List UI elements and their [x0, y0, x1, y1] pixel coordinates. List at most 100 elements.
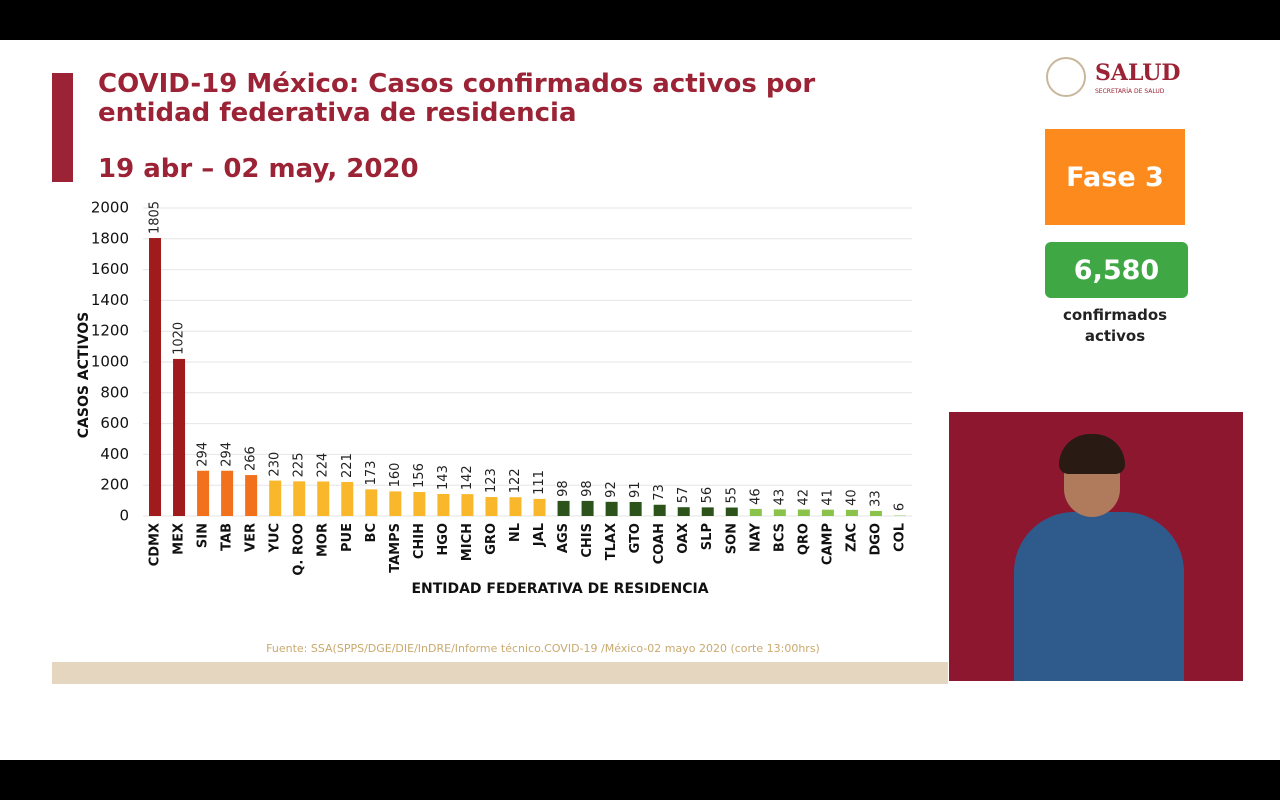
value-label: 6 [892, 503, 907, 511]
value-label: 1805 [148, 201, 163, 234]
x-axis-label: ENTIDAD FEDERATIVA DE RESIDENCIA [411, 581, 708, 597]
bar [533, 498, 546, 516]
value-label: 73 [652, 484, 667, 501]
x-tick-label: DGO [868, 523, 883, 556]
bar [341, 481, 354, 516]
x-tick-label: ZAC [844, 523, 859, 552]
value-label: 41 [820, 489, 835, 506]
x-tick-label: MICH [460, 523, 475, 561]
x-tick-label: TAB [220, 523, 235, 551]
total-label: confirmados activos [1062, 306, 1168, 345]
value-label: 92 [604, 481, 619, 498]
accent-bar [52, 73, 73, 182]
x-tick-label: SON [724, 523, 739, 554]
x-tick-label: GTO [628, 523, 643, 553]
value-label: 111 [532, 470, 547, 495]
value-label: 156 [412, 463, 427, 488]
y-tick-label: 1600 [91, 260, 129, 278]
value-label: 294 [196, 442, 211, 467]
y-tick-label: 600 [100, 414, 129, 432]
bar [677, 507, 690, 516]
phase-box: Fase 3 [1045, 129, 1185, 225]
total-box: 6,580 [1045, 242, 1188, 298]
value-label: 46 [748, 488, 763, 505]
y-tick-label: 200 [100, 476, 129, 494]
x-tick-label: GRO [484, 523, 499, 555]
x-tick-label: COL [892, 523, 907, 552]
logo-subtitle: SECRETARÍA DE SALUD [1095, 88, 1165, 95]
value-label: 224 [316, 453, 331, 478]
bar [773, 509, 786, 516]
bar [149, 238, 162, 516]
value-label: 160 [388, 463, 403, 488]
logo-name: SALUD [1095, 60, 1181, 86]
x-tick-label: YUC [268, 523, 283, 554]
bar [701, 507, 714, 516]
value-label: 173 [364, 461, 379, 486]
bar [413, 491, 426, 516]
value-label: 266 [244, 446, 259, 471]
x-tick-label: MEX [172, 523, 187, 555]
x-tick-label: SLP [700, 523, 715, 550]
chart-subtitle: 19 abr – 02 may, 2020 [98, 154, 419, 184]
y-tick-label: 1200 [91, 322, 129, 340]
x-tick-label: SIN [196, 523, 211, 548]
y-tick-label: 2000 [91, 199, 129, 217]
y-tick-label: 1800 [91, 229, 129, 247]
bar [653, 504, 666, 516]
x-tick-label: CAMP [820, 523, 835, 565]
value-label: 123 [484, 468, 499, 493]
x-tick-label: BCS [772, 523, 787, 552]
x-tick-label: CHIS [580, 523, 595, 558]
bar [293, 481, 306, 516]
bar [629, 501, 642, 516]
x-tick-label: COAH [652, 523, 667, 564]
value-label: 57 [676, 487, 691, 504]
value-label: 42 [796, 489, 811, 506]
bar [317, 481, 330, 516]
bar [749, 508, 762, 516]
x-tick-label: PUE [340, 523, 355, 552]
x-tick-label: TAMPS [388, 523, 403, 573]
logo-emblem [1046, 57, 1086, 97]
bar [197, 470, 210, 516]
interpreter-body [1014, 512, 1184, 681]
x-tick-label: OAX [676, 523, 691, 554]
value-label: 1020 [172, 322, 187, 355]
x-tick-label: QRO [796, 523, 811, 555]
value-label: 40 [844, 489, 859, 506]
x-tick-label: HGO [436, 523, 451, 556]
bar [221, 470, 234, 516]
x-tick-label: TLAX [604, 523, 619, 560]
x-tick-label: JAL [532, 523, 547, 547]
interpreter-hair [1059, 434, 1125, 474]
source-note: Fuente: SSA(SPPS/DGE/DIE/InDRE/Informe t… [266, 642, 820, 655]
bar [269, 480, 282, 516]
bar [845, 509, 858, 516]
x-tick-label: AGS [556, 523, 571, 553]
y-tick-label: 400 [100, 445, 129, 463]
bar [173, 358, 186, 516]
interpreter-video [949, 412, 1243, 681]
value-label: 142 [460, 465, 475, 490]
bar [461, 494, 474, 516]
x-tick-label: MOR [316, 523, 331, 557]
bar [581, 500, 594, 516]
bar [485, 497, 498, 516]
bar [509, 497, 522, 516]
value-label: 221 [340, 453, 355, 478]
bar [605, 501, 618, 516]
x-tick-label: NL [508, 523, 523, 542]
y-tick-label: 800 [100, 383, 129, 401]
x-tick-label: NAY [748, 522, 763, 552]
x-tick-label: VER [244, 523, 259, 552]
bar [437, 493, 450, 516]
bar [365, 489, 378, 516]
value-label: 43 [772, 489, 787, 506]
bar [821, 509, 834, 516]
value-label: 225 [292, 453, 307, 478]
value-label: 143 [436, 465, 451, 490]
chart-title: COVID-19 México: Casos confirmados activ… [98, 69, 816, 128]
y-tick-label: 1000 [91, 353, 129, 371]
